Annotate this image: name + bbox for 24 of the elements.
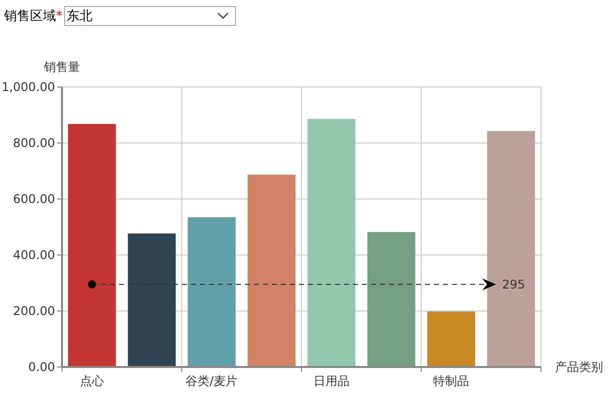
bar xyxy=(427,312,476,367)
x-tick-label: 谷类/麦片 xyxy=(186,374,238,388)
y-tick-label: 0.00 xyxy=(28,360,55,374)
y-tick-label: 800.00 xyxy=(13,136,55,150)
y-tick-label: 200.00 xyxy=(13,304,55,318)
x-tick-label: 日用品 xyxy=(313,374,350,388)
bar xyxy=(248,174,296,367)
text: * xyxy=(56,8,62,24)
x-tick-label: 特制品 xyxy=(433,374,470,388)
bar xyxy=(68,124,116,367)
bar xyxy=(367,232,416,367)
ref-line-label: 295 xyxy=(502,277,525,292)
bar xyxy=(307,118,356,367)
bar xyxy=(128,233,176,367)
x-axis-title: 产品类别 xyxy=(555,360,603,374)
y-tick-label: 1,000.00 xyxy=(2,80,55,94)
y-tick-label: 600.00 xyxy=(13,192,55,206)
text: 销售区域 xyxy=(4,8,56,25)
bar xyxy=(188,217,236,367)
bar xyxy=(487,130,536,367)
y-tick-label: 400.00 xyxy=(13,248,55,262)
x-tick-label: 点心 xyxy=(80,374,104,388)
y-axis-title: 销售量 xyxy=(43,60,80,74)
text: 东北 xyxy=(66,8,92,25)
